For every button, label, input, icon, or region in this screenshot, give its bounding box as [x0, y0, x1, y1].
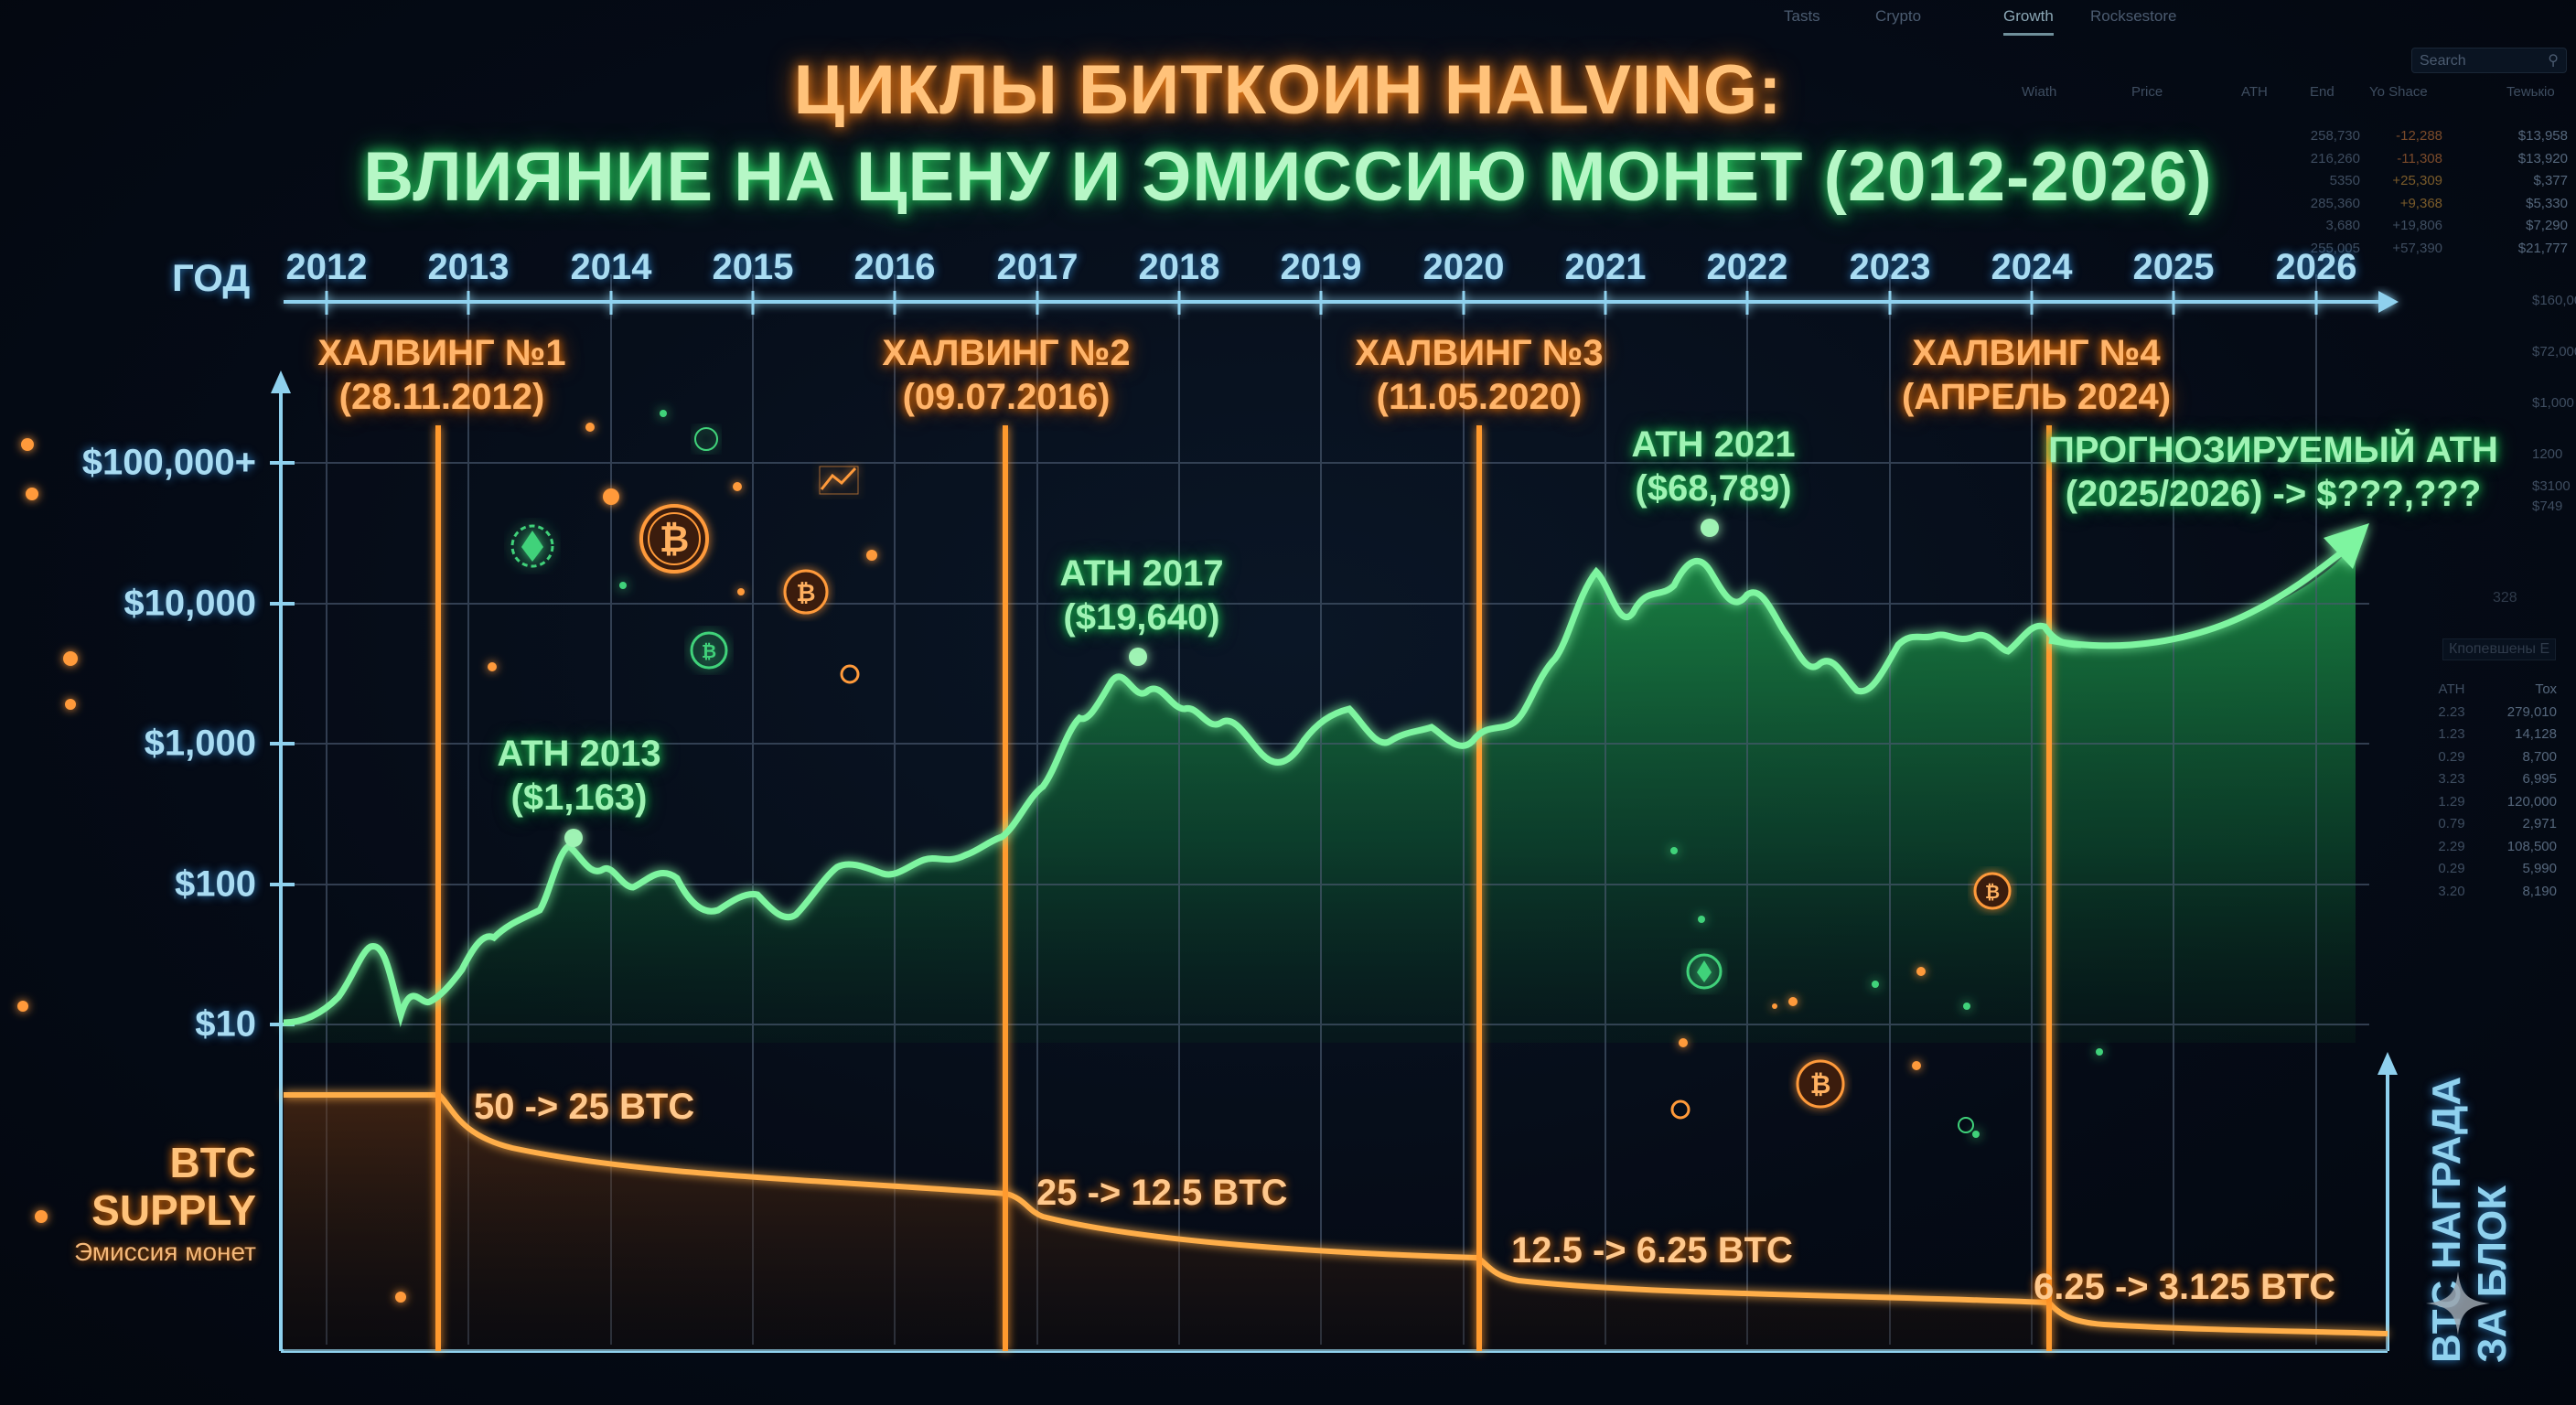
year-tick: 2023 [1849, 247, 1931, 287]
bg-col: Tewькіо [2506, 84, 2555, 100]
halving-label-3: ХАЛВИНГ №3 (11.05.2020) [1355, 333, 1604, 417]
bitcoin-coin-icon: ₿ [1973, 872, 2012, 910]
bg-col: ATH [2241, 84, 2268, 100]
bg-lower-ath: ATH 2.23 1.23 0.29 3.23 1.29 0.79 2.29 0.29 3.20 [2438, 681, 2465, 899]
bg-footer-num: 328 [2493, 590, 2517, 606]
bitcoin-coin-icon: ₿ [639, 504, 709, 574]
bitcoin-coin-icon: ₿ [783, 569, 829, 615]
year-tick: 2016 [853, 247, 936, 287]
ring-icon [1670, 1099, 1690, 1120]
supply-label-supply: SUPPLY [91, 1186, 256, 1234]
y-tick: $10 [195, 1003, 256, 1045]
reward-label-2: 25 -> 12.5 BTC [1036, 1173, 1288, 1213]
bg-tab-rockestore[interactable]: Rockѕestore [2090, 7, 2177, 25]
reward-label-3: 12.5 -> 6.25 BTC [1511, 1230, 1793, 1271]
green-particles [619, 410, 2103, 1138]
year-tick: 2018 [1138, 247, 1220, 287]
title-line-1: ЦИКЛЫ БИТКОИН HALVING: [793, 51, 1783, 129]
price-area [284, 553, 2356, 1043]
ath-markers [564, 519, 1719, 847]
lock-icon [694, 427, 718, 451]
y-tick: $100 [175, 863, 256, 905]
year-tick: 2025 [2132, 247, 2215, 287]
bitcoin-coin-icon-green: ₿ [690, 631, 728, 670]
year-tick: 2019 [1280, 247, 1362, 287]
projection-arrow [2048, 546, 2349, 649]
supply-curve [284, 1092, 2388, 1336]
halving-label-4: ХАЛВИНГ №4 (АПРЕЛЬ 2024) [1901, 333, 2172, 417]
reward-label-1: 50 -> 25 BTC [474, 1087, 695, 1127]
year-tick: 2012 [285, 247, 368, 287]
bg-col: Price [2131, 84, 2163, 100]
bg-col: Yo Shace [2369, 84, 2428, 100]
halving-label-2: ХАЛВИНГ №2 (09.07.2016) [882, 333, 1131, 417]
bg-tab-growth[interactable]: Growth [2003, 7, 2054, 36]
y-tick: $1,000 [144, 723, 256, 764]
svg-text:₿: ₿ [796, 580, 815, 607]
y-tick: $10,000 [123, 583, 256, 624]
reward-label-4: 6.25 -> 3.125 BTC [2034, 1267, 2336, 1307]
orange-particles [17, 423, 1926, 1303]
sparkle-icon [2426, 1271, 2490, 1335]
bg-col-end: 258,730 216,260 5350 285,360 3,680 255,005 [2310, 128, 2360, 256]
ethereum-coin-icon [1686, 953, 1723, 990]
x-axis-label: ГОД [172, 256, 251, 299]
supply-area [284, 1095, 2388, 1351]
ath-label-2013: ATH 2013 ($1,163) [497, 734, 661, 818]
year-tick: 2022 [1706, 247, 1788, 287]
bg-col-change: -12,288 -11,308 +25,309 +9,368 +19,806 +57,39… [2392, 128, 2442, 256]
bg-button[interactable]: Кпопевшены Ε [2442, 638, 2557, 660]
svg-text:₿: ₿ [702, 640, 716, 662]
year-tick: 2013 [427, 247, 510, 287]
x-axis [284, 291, 2399, 315]
halving-lines [435, 425, 2052, 1351]
year-tick: 2015 [712, 247, 794, 287]
year-tick: 2024 [1991, 247, 2073, 287]
coin-outline-icon [1958, 1117, 1974, 1133]
price-line [283, 557, 2082, 1027]
search-icon: ⚲ [2548, 53, 2559, 69]
ring-icon [840, 664, 860, 684]
ath-label-projected: ПРОГНОЗИРУЕМЫЙ ATH (2025/2026) -> $???,??… [2048, 430, 2498, 514]
title-line-2: ВЛИЯНИЕ НА ЦЕНУ И ЭМИССИЮ МОНЕТ (2012-20… [363, 138, 2213, 216]
bg-lower-tox: Тох 279,010 14,128 8,700 6,995 120,000 2,971 1… [2506, 681, 2557, 899]
ethereum-coin-icon [510, 524, 554, 568]
supply-sublabel: Эмиссия монет [73, 1238, 256, 1266]
bg-col: Wiath [2022, 84, 2057, 100]
year-tick: 2020 [1422, 247, 1505, 287]
bg-col-total: $13,958 $13,920 $,377 $5,330 $7,290 $21,777 [2517, 128, 2568, 256]
year-tick: 2026 [2275, 247, 2357, 287]
ath-label-2021: ATH 2021 ($68,789) [1631, 424, 1796, 509]
svg-text:₿: ₿ [1810, 1069, 1831, 1099]
bg-tab-tasts[interactable]: Tasts [1784, 7, 1820, 25]
svg-text:₿: ₿ [660, 519, 690, 561]
y-tick: $100,000+ [81, 442, 256, 483]
projection-arrowhead [2324, 523, 2369, 569]
supply-label: BTC SUPPLY Эмиссия монет [74, 1139, 256, 1271]
chart-glyph-icon [819, 466, 859, 495]
year-tick: 2017 [996, 247, 1079, 287]
year-tick: 2021 [1564, 247, 1647, 287]
svg-text:₿: ₿ [1985, 881, 2000, 903]
bg-tab-crypto[interactable]: Crypto [1875, 7, 1922, 25]
supply-label-btc: BTC [169, 1139, 256, 1186]
grid [284, 274, 2369, 1345]
bg-col: End [2310, 84, 2334, 100]
year-tick: 2014 [570, 247, 652, 287]
halving-label-1: ХАЛВИНГ №1 (28.11.2012) [317, 333, 566, 417]
bg-search-placeholder: Search [2420, 53, 2466, 69]
ath-label-2017: ATH 2017 ($19,640) [1059, 553, 1224, 638]
bitcoin-coin-icon: ₿ [1796, 1059, 1845, 1109]
bg-search-input[interactable]: Search ⚲ [2411, 48, 2567, 73]
